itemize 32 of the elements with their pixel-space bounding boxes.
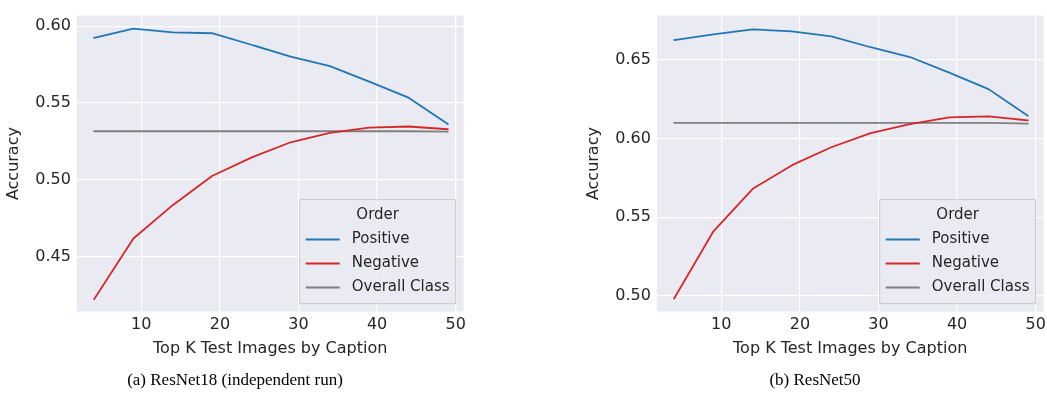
x-axis-title: Top K Test Images by Caption [732, 337, 968, 357]
legend-label: Negative [351, 253, 420, 272]
x-axis-title: Top K Test Images by Caption [152, 337, 388, 357]
y-tick-label: 0.60 [615, 127, 651, 147]
y-tick-label: 0.65 [615, 48, 651, 68]
text: (b) ResNet50 [768, 370, 862, 390]
legend-title: Order [936, 205, 980, 224]
legend-label: Overall Class [931, 277, 1030, 296]
y-axis-title: Accuracy [582, 127, 602, 201]
y-tick-label: 0.50 [35, 168, 71, 188]
y-tick-label: 0.55 [615, 206, 651, 226]
y-tick-label: 0.55 [35, 92, 71, 112]
x-tick-label: 20 [789, 314, 811, 334]
x-tick-label: 50 [1025, 314, 1046, 334]
x-tick-label: 40 [946, 314, 968, 334]
x-tick-label: 30 [868, 314, 889, 334]
y-axis-title: Accuracy [2, 127, 22, 201]
text: (a) ResNet18 (independent run) [126, 370, 344, 390]
x-tick-label: 20 [209, 314, 231, 334]
x-tick-label: 50 [445, 314, 466, 334]
y-tick-label: 0.50 [615, 285, 651, 305]
legend-label: Overall Class [351, 277, 450, 296]
legend-label: Positive [931, 229, 990, 248]
y-tick-label: 0.45 [35, 245, 71, 265]
legend-label: Negative [931, 253, 1000, 272]
y-tick-label: 0.60 [35, 15, 71, 35]
legend-title: Order [356, 205, 400, 224]
x-tick-label: 10 [131, 314, 152, 334]
x-tick-label: 40 [366, 314, 388, 334]
x-tick-label: 10 [711, 314, 732, 334]
x-tick-label: 30 [288, 314, 309, 334]
legend-label: Positive [351, 229, 410, 248]
